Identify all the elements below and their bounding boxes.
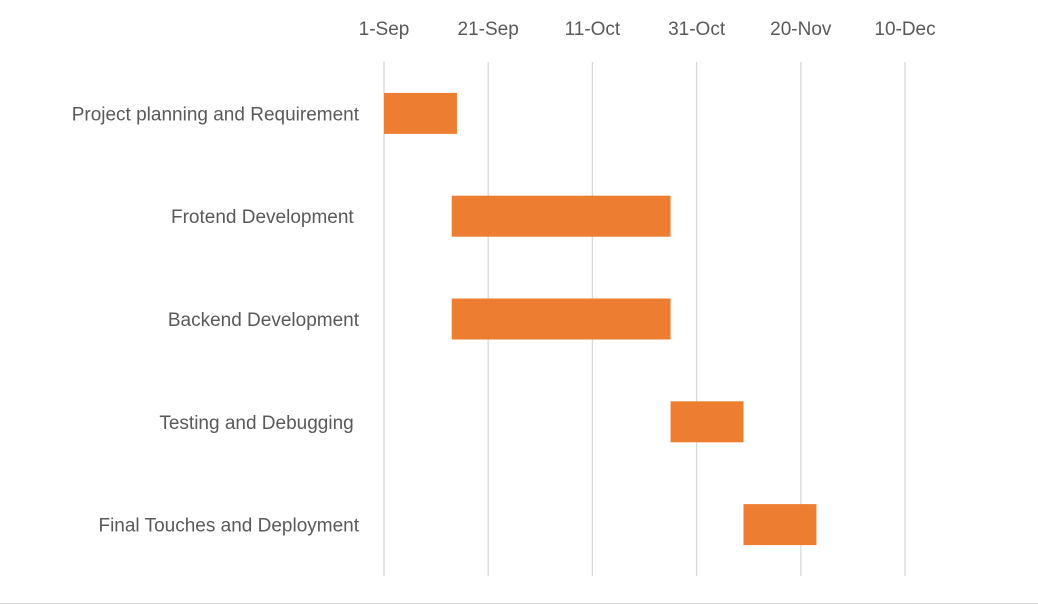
task-bar-3: [670, 401, 744, 443]
task-label: Frotend Development: [171, 207, 359, 228]
x-tick-label: 20-Nov: [770, 19, 832, 40]
x-tick-label: 31-Oct: [668, 19, 726, 40]
task-bar-0: [384, 92, 457, 134]
task-label: Final Touches and Deployment: [98, 516, 359, 537]
task-bar-4: [743, 504, 817, 546]
x-axis-tick-labels: 1-Sep 21-Sep 11-Oct 31-Oct 20-Nov 10-Dec: [359, 19, 936, 40]
task-label: Testing and Debugging: [159, 413, 359, 434]
task-label: Project planning and Requirement: [72, 104, 360, 125]
bottom-divider: [0, 603, 1038, 604]
task-labels: Project planning and Requirement Frotend …: [72, 104, 360, 536]
task-label: Backend Development: [168, 310, 360, 331]
x-tick-label: 21-Sep: [458, 19, 519, 40]
task-bars: [384, 92, 817, 546]
task-bar-2: [451, 298, 671, 340]
task-bar-1: [451, 195, 671, 237]
x-tick-label: 1-Sep: [359, 19, 410, 40]
x-tick-label: 10-Dec: [874, 19, 935, 40]
x-tick-label: 11-Oct: [565, 19, 621, 40]
